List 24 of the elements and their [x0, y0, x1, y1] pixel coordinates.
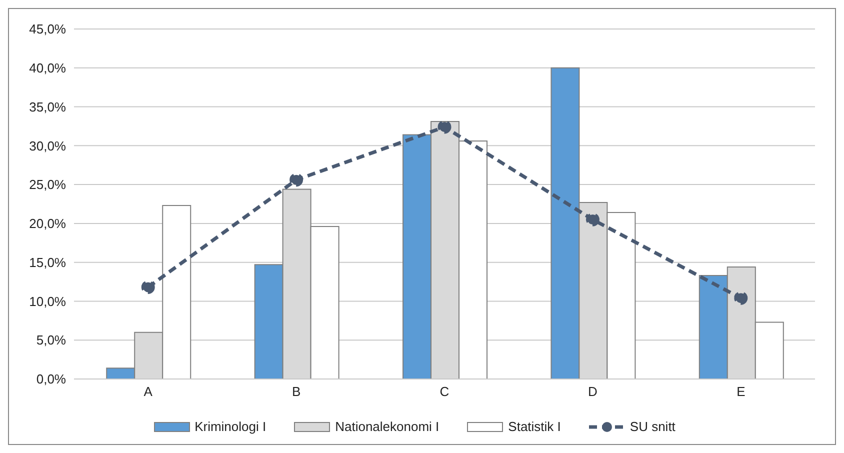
legend-label: Statistik I [508, 419, 561, 434]
x-tick-label: B [292, 384, 301, 400]
x-tick-label: C [440, 384, 450, 400]
x-tick-label: E [736, 384, 746, 400]
point [438, 120, 452, 134]
legend-label: Nationalekonomi I [335, 419, 440, 434]
y-tick-label: 25,0% [29, 177, 66, 192]
y-tick-label: 15,0% [29, 254, 66, 270]
x-tick-label: A [144, 384, 153, 400]
y-tick-label: 30,0% [29, 138, 66, 154]
point [586, 212, 600, 226]
y-tick-label: 40,0% [29, 60, 66, 76]
legend-label: SU snitt [630, 419, 676, 434]
point [734, 291, 748, 305]
y-tick-label: 0,0% [36, 372, 66, 387]
y-tick-label: 35,0% [29, 99, 66, 114]
x-tick-label: D [588, 384, 598, 400]
y-tick-label: 5,0% [36, 332, 66, 348]
legend-label: Kriminologi I [194, 419, 266, 434]
point [290, 173, 304, 187]
y-tick-label: 45,0% [29, 22, 66, 37]
point [141, 280, 155, 294]
y-tick-label: 20,0% [29, 216, 66, 232]
y-tick-label: 10,0% [29, 294, 66, 309]
